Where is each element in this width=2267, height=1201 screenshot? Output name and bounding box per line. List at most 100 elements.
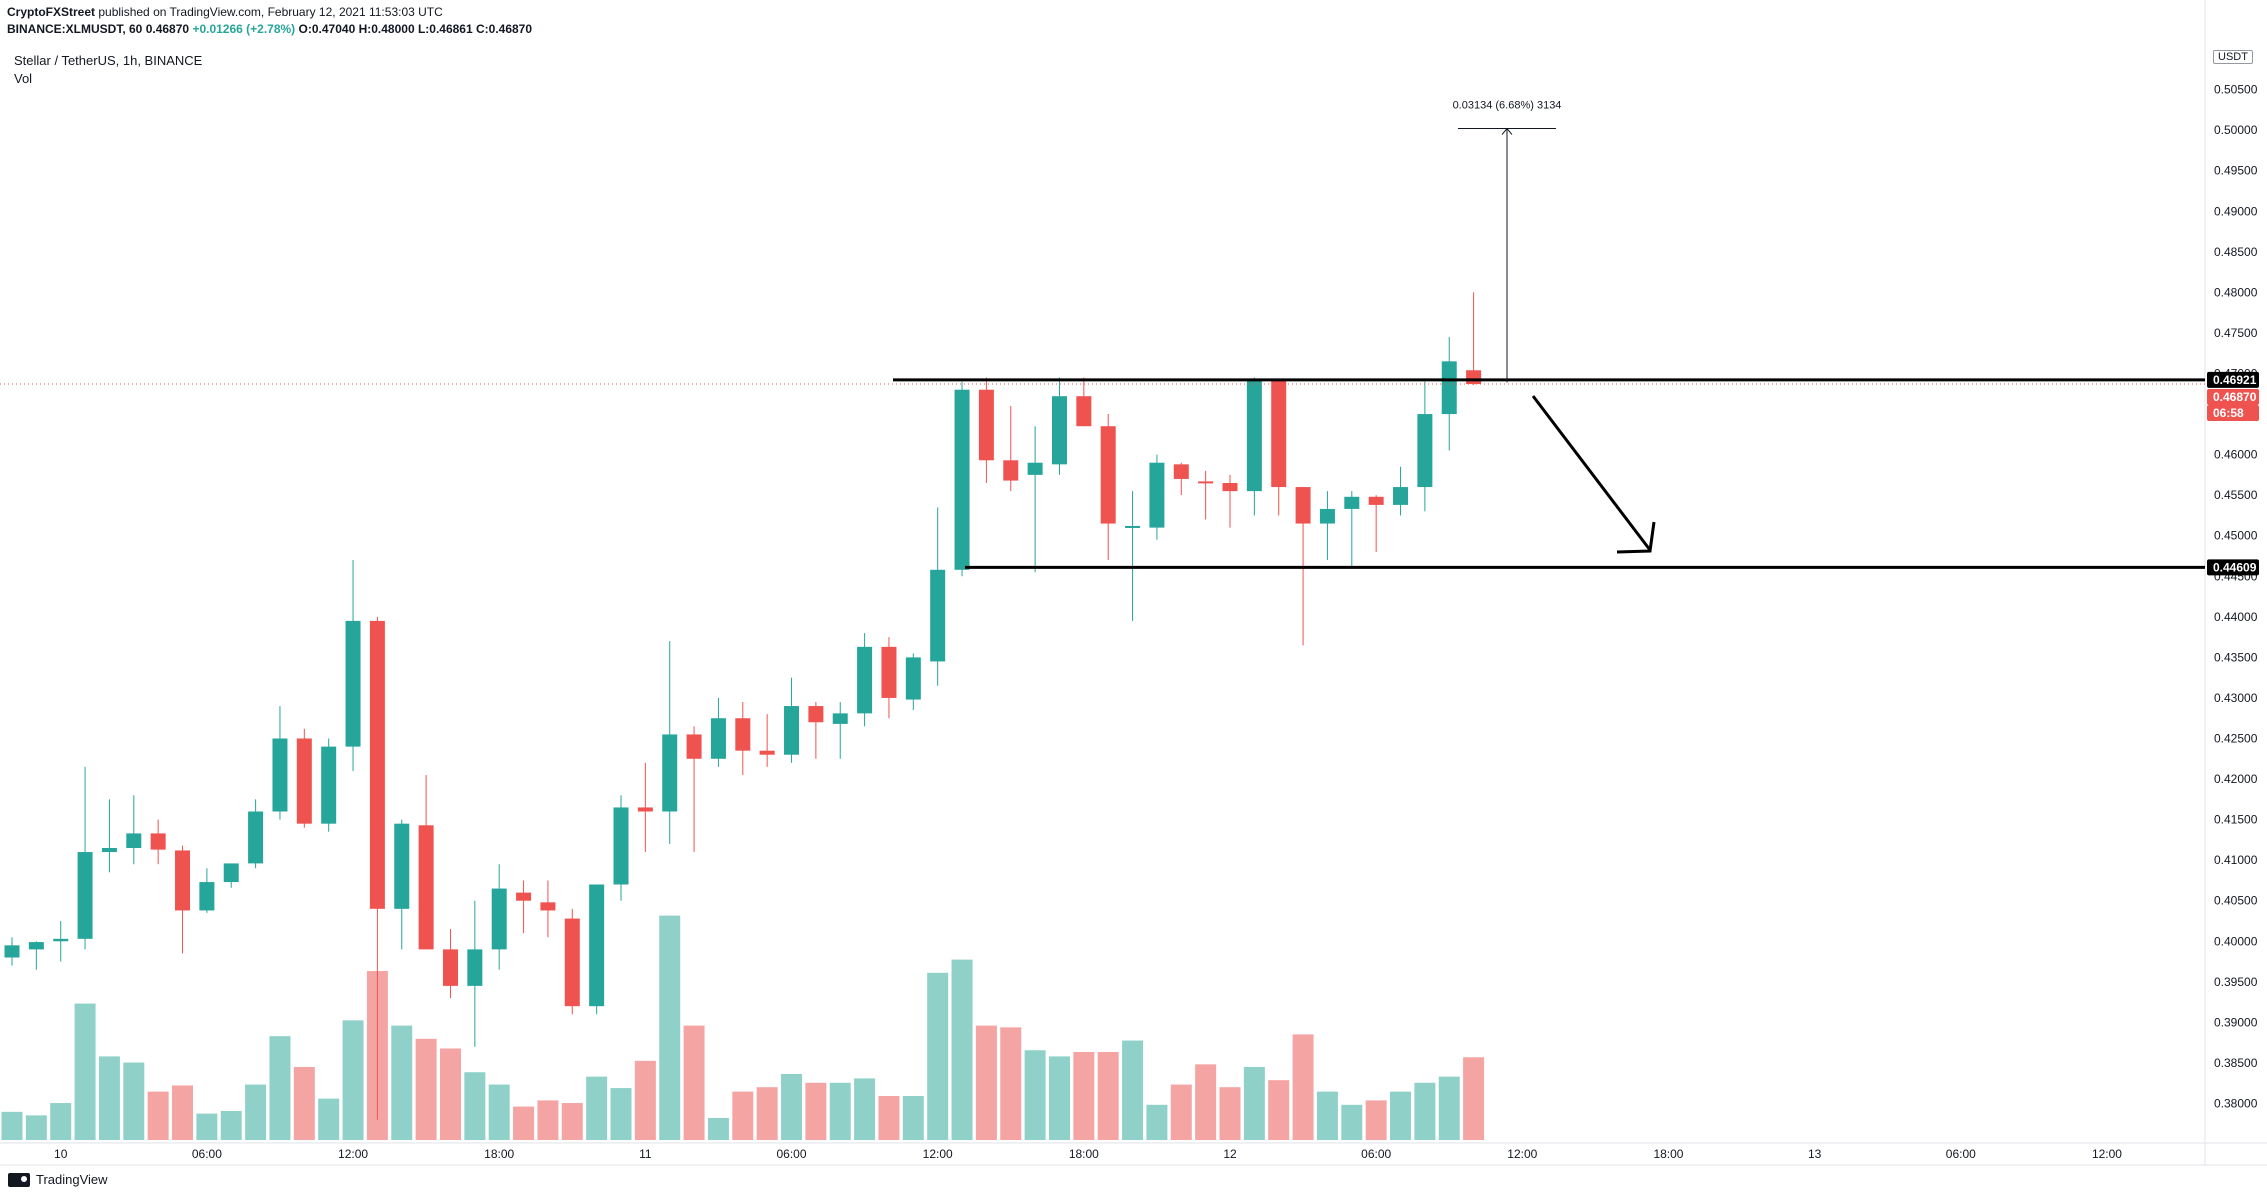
volume-bar	[537, 1100, 559, 1140]
candle-body	[832, 713, 848, 724]
price-tick-label: 0.43000	[2214, 691, 2258, 705]
candle-body	[1027, 462, 1043, 475]
price-tick-label: 0.44000	[2214, 610, 2258, 624]
time-tick-label: 12:00	[923, 1147, 953, 1161]
volume-bar	[1146, 1104, 1168, 1140]
last-price-tag-box	[2207, 389, 2259, 406]
volume-bar	[1341, 1104, 1363, 1140]
candle-body	[881, 646, 897, 698]
candle-body	[28, 942, 44, 950]
candle-body	[4, 945, 20, 958]
last-price-tag: 0.46870	[2213, 390, 2257, 404]
volume-bar	[196, 1113, 218, 1140]
price-tick-label: 0.48000	[2214, 285, 2258, 299]
candle-body	[394, 823, 410, 909]
time-tick-label: 12:00	[2092, 1147, 2122, 1161]
candle-body	[1368, 496, 1384, 505]
publisher-name[interactable]: CryptoFXStreet	[7, 5, 96, 19]
down-arrow-head	[1616, 521, 1656, 554]
volume-bar	[1048, 1056, 1070, 1140]
price-tick-label: 0.45000	[2214, 529, 2258, 543]
volume-bar	[781, 1074, 803, 1140]
volume-bar	[902, 1096, 924, 1140]
volume-bar	[1000, 1027, 1022, 1140]
volume-bar	[1414, 1082, 1436, 1140]
candle-body	[223, 863, 239, 883]
volume-bar	[1268, 1080, 1290, 1140]
volume-bar	[25, 1115, 47, 1140]
volume-bar	[659, 915, 681, 1140]
down-arrow-shaft	[1531, 395, 1652, 551]
candle-body	[1344, 496, 1360, 509]
price-tick-label: 0.47500	[2214, 326, 2258, 340]
volume-bar	[147, 1091, 169, 1140]
footer-brand: TradingView	[36, 1172, 108, 1187]
volume-bar	[464, 1072, 486, 1140]
candle-body	[1222, 483, 1238, 492]
price-tick-label: 0.41500	[2214, 813, 2258, 827]
time-axis[interactable]: 10 06:00 12:00 18:00 11 06:00 12:00 18:00 12 06:0…	[54, 1147, 2122, 1161]
tradingview-logo-icon	[8, 1172, 30, 1187]
candle-body	[345, 620, 361, 747]
candle-body	[637, 807, 653, 812]
ohlc-values: O:0.47040 H:0.48000 L:0.46861 C:0.46870	[298, 22, 533, 36]
candle-body	[1319, 508, 1335, 524]
volume-bar	[732, 1091, 754, 1140]
candles	[4, 292, 1482, 1120]
volume-bar	[634, 1060, 656, 1140]
candle-body	[1271, 379, 1287, 488]
candle-body	[978, 389, 994, 461]
candle-body	[540, 902, 556, 911]
volume-bar	[1170, 1084, 1192, 1140]
candle-body	[662, 734, 678, 812]
candle-body	[442, 949, 458, 986]
volume-bar	[829, 1082, 851, 1140]
volume-bar	[683, 1025, 705, 1140]
volume-bar	[805, 1082, 827, 1140]
time-tick-label: 12	[1223, 1147, 1237, 1161]
currency-badge[interactable]: USDT	[2213, 50, 2253, 64]
candle-body	[491, 888, 507, 950]
candle-body	[199, 882, 215, 911]
volume-bar	[707, 1118, 729, 1140]
candle-body	[1173, 464, 1189, 479]
price-axis[interactable]: 0.38000 0.38500 0.39000 0.39500 0.40000 0.405…	[2207, 83, 2259, 1111]
price-tick-label: 0.49000	[2214, 204, 2258, 218]
volume-bar	[488, 1084, 510, 1140]
drawings[interactable]: 0.03134 (6.68%) 3134	[0, 100, 2205, 569]
candle-body	[467, 949, 483, 986]
candle-body	[150, 833, 166, 850]
footer: TradingView	[8, 1172, 108, 1187]
candle-body	[613, 807, 629, 885]
candle-body	[686, 734, 702, 759]
time-tick-label: 18:00	[484, 1147, 514, 1161]
candle-body	[1441, 361, 1457, 415]
candle-body	[77, 852, 93, 939]
time-tick-label: 18:00	[1069, 1147, 1099, 1161]
volume-bar	[220, 1110, 242, 1140]
symbol-title[interactable]: Stellar / TetherUS, 1h, BINANCE	[14, 53, 203, 68]
countdown-tag: 06:58	[2213, 406, 2244, 420]
volume-bar	[245, 1084, 267, 1140]
time-tick-label: 06:00	[1946, 1147, 1976, 1161]
volume-label[interactable]: Vol	[14, 71, 33, 86]
time-tick-label: 11	[639, 1147, 652, 1161]
time-tick-label: 06:00	[1361, 1147, 1391, 1161]
candle-body	[1100, 426, 1116, 524]
candle-body	[589, 884, 605, 1007]
volume-bar	[74, 1003, 96, 1140]
candle-body	[1149, 462, 1165, 528]
price-tick-label: 0.40000	[2214, 934, 2258, 948]
candle-body	[321, 746, 337, 824]
time-tick-label: 06:00	[777, 1147, 807, 1161]
time-tick-label: 06:00	[192, 1147, 222, 1161]
price-tick-label: 0.42000	[2214, 772, 2258, 786]
candle-body	[1051, 396, 1067, 465]
candle-body	[1393, 487, 1409, 505]
volume-bar	[1122, 1040, 1144, 1140]
price-tick-label: 0.42500	[2214, 732, 2258, 746]
candle-body	[1417, 414, 1433, 488]
candle-body	[418, 825, 434, 950]
volume-bar	[1390, 1091, 1412, 1140]
